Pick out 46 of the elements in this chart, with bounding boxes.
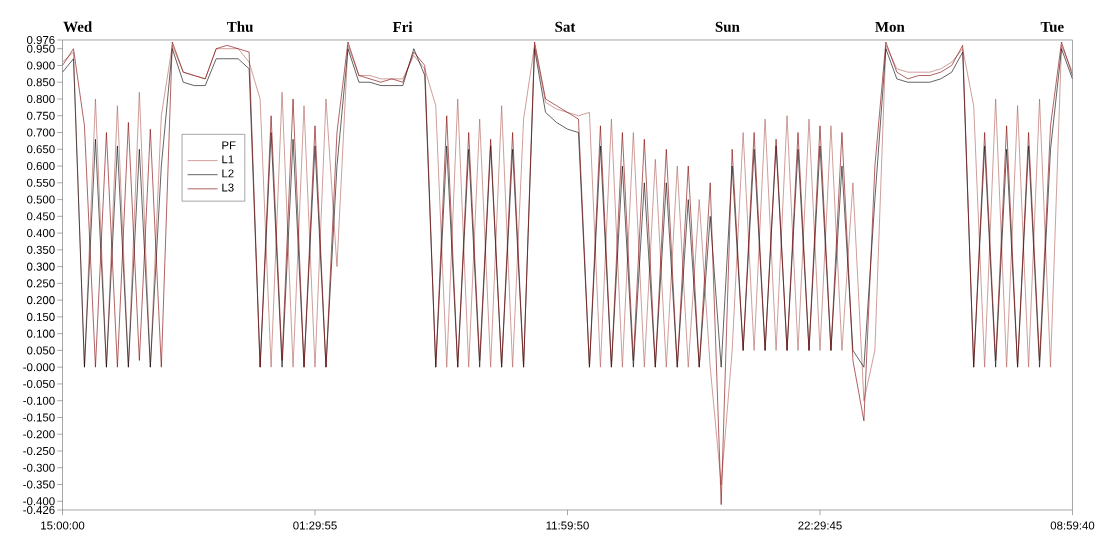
y-tick-label: 0.900: [26, 61, 55, 70]
text: Sun: [715, 21, 740, 32]
y-tick-label: 0.600: [26, 162, 55, 171]
y-tick-label: -0.300: [23, 463, 55, 472]
y-tick-label: 0.300: [26, 262, 55, 271]
y-tick-label: -0.150: [23, 413, 55, 422]
legend-title: PF: [222, 141, 236, 150]
x-tick-label: 11:59:50: [546, 521, 589, 530]
y-tick-label: 0.550: [26, 178, 55, 187]
y-tick-label: -0.250: [23, 446, 55, 456]
x-tick-label: 08:59:40: [1050, 521, 1095, 530]
y-tick-label: 0.976: [26, 35, 55, 45]
y-tick-label: -0.400: [23, 497, 55, 506]
y-tick-label: -0.050: [23, 379, 55, 388]
x-tick-label: 01:29:55: [293, 521, 337, 530]
y-tick-label: 0.450: [26, 212, 55, 221]
x-tick-label: 22:29:45: [798, 521, 842, 530]
legend-label: L3: [222, 183, 234, 192]
y-tick-label: 0.200: [26, 296, 55, 305]
y-tick-label: -0.350: [23, 480, 55, 489]
y-tick-label: 0.850: [26, 78, 55, 87]
y-tick-label: -0.200: [23, 430, 55, 439]
y-tick-label: 0.700: [26, 128, 55, 137]
y-tick-label: 0.400: [26, 229, 55, 238]
text: Mon: [875, 21, 905, 32]
text: Thu: [227, 21, 253, 32]
y-tick-label: 0.500: [26, 195, 55, 204]
y-tick-label: 0.150: [26, 312, 55, 321]
text: Tue: [1040, 21, 1064, 32]
text: Fri: [392, 21, 413, 32]
y-tick-label: -0.426: [23, 505, 55, 515]
y-tick-label: 0.650: [26, 145, 55, 154]
y-tick-label: 0.950: [26, 44, 55, 53]
y-tick-label: 0.750: [26, 111, 55, 120]
x-tick-label: 15:00:00: [41, 521, 85, 530]
text: Sat: [555, 21, 576, 32]
y-tick-label: 0.100: [26, 329, 55, 338]
y-tick-label: -0.100: [23, 396, 55, 405]
text: Wed: [63, 21, 93, 32]
y-tick-label: 0.050: [26, 346, 55, 355]
y-tick-label: 0.250: [26, 279, 55, 288]
y-tick-label: -0.000: [23, 363, 55, 372]
y-tick-label: 0.350: [26, 245, 55, 254]
legend-label: L1: [222, 155, 234, 164]
legend-label: L2: [222, 169, 234, 178]
y-tick-label: 0.800: [26, 94, 55, 104]
